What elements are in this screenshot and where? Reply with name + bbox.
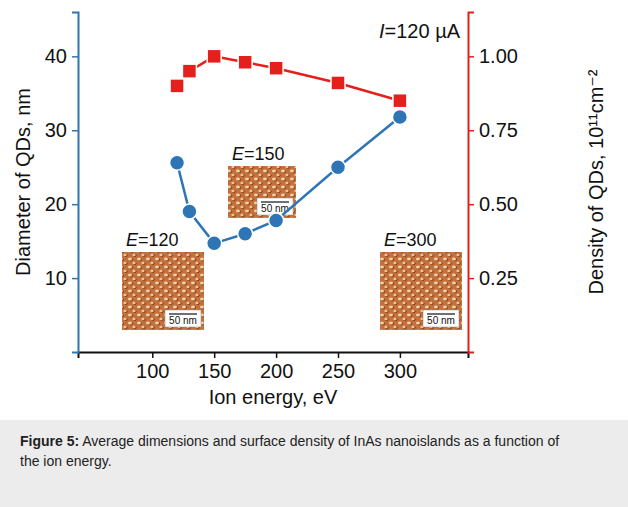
scale-label: 50 nm [427, 315, 455, 326]
chart: 100 150 200 250 300 10 20 30 40 0.25 0.50 0.75 1.00 I… [0, 0, 628, 507]
y-axis-line [72, 13, 79, 353]
tick-label: 30 [45, 119, 67, 141]
y-axis-tick: 30 [45, 119, 78, 141]
tick-mark [468, 204, 474, 206]
tick-label: 20 [45, 193, 67, 215]
scale-box [165, 310, 201, 327]
tick-mark [152, 352, 154, 358]
x-axis: 100 150 200 250 300 [79, 352, 469, 382]
x-axis-tick: 300 [384, 352, 417, 382]
tick-mark [468, 56, 474, 58]
x-axis-tick: 250 [322, 352, 355, 382]
x-axis-title: Ion energy, eV [209, 386, 338, 408]
tick-mark [276, 352, 278, 358]
tick-mark [400, 352, 402, 358]
tick-label: 0.25 [479, 267, 518, 289]
x-axis-tick: 100 [136, 352, 169, 382]
inset-image [228, 166, 296, 218]
tick-mark [468, 278, 474, 280]
tick-mark [72, 278, 78, 280]
y2-axis-tick: 0.25 [468, 267, 518, 289]
plot-area [170, 49, 408, 251]
y2-axis-tick: 0.75 [468, 119, 518, 141]
tick-label: 100 [136, 360, 169, 382]
tick-mark [72, 130, 78, 132]
scale-label: 50 nm [169, 315, 197, 326]
inset: E=120 50 nm [122, 230, 204, 330]
data-point [269, 213, 284, 228]
y-axis-tick: 40 [45, 45, 78, 67]
inset-label: E=150 [232, 144, 285, 164]
tick-label: 250 [322, 360, 355, 382]
inset-image [122, 252, 204, 330]
data-point [182, 204, 197, 219]
inset-label: E=300 [384, 230, 437, 250]
data-point [207, 236, 222, 251]
caption: Figure 5: Average dimensions and surface… [20, 433, 559, 469]
inset-image-texture [228, 166, 296, 218]
data-point [238, 226, 253, 241]
y-axis-tick: 10 [45, 267, 78, 289]
x-axis-tick: 150 [198, 352, 231, 382]
data-point [331, 160, 346, 175]
inset-image-texture [380, 252, 462, 330]
tick-mark [214, 352, 216, 358]
data-point [170, 155, 185, 170]
inset-image-texture [122, 252, 204, 330]
data-point [269, 61, 283, 75]
data-point [238, 55, 252, 69]
tick-label: 0.50 [479, 193, 518, 215]
y2-axis-tick: 1.00 [468, 45, 518, 67]
tick-mark [468, 130, 474, 132]
tick-label: 200 [260, 360, 293, 382]
y-axis-title: Diameter of QDs, nm [12, 88, 34, 276]
annotation: I=120 µA [379, 20, 461, 42]
tick-mark [72, 204, 78, 206]
tick-label: 1.00 [479, 45, 518, 67]
data-point [392, 109, 407, 124]
data-point [207, 49, 221, 63]
inset-label: E=120 [126, 230, 179, 250]
x-axis-line [79, 353, 469, 359]
tick-label: 40 [45, 45, 67, 67]
y2-axis-title: Density of QDs, 10¹¹cm⁻² [585, 69, 607, 294]
inset: E=300 50 nm [380, 230, 462, 330]
data-point [170, 79, 184, 93]
tick-mark [338, 352, 340, 358]
tick-label: 10 [45, 267, 67, 289]
caption-background [0, 420, 628, 507]
y2-axis-tick: 0.50 [468, 193, 518, 215]
y2-axis: 0.25 0.50 0.75 1.00 [468, 13, 518, 353]
y-axis-tick: 20 [45, 193, 78, 215]
inset-image [380, 252, 462, 330]
tick-mark [72, 56, 78, 58]
inset: E=15050 nm [228, 144, 296, 218]
data-point [393, 94, 407, 108]
tick-label: 300 [384, 360, 417, 382]
y-axis: 10 20 30 40 [45, 13, 79, 353]
data-point [331, 76, 345, 90]
scale-box [423, 310, 459, 327]
tick-label: 150 [198, 360, 231, 382]
x-axis-tick: 200 [260, 352, 293, 382]
data-point [182, 64, 196, 78]
tick-label: 0.75 [479, 119, 518, 141]
series-line [177, 117, 400, 243]
y2-axis-line [469, 13, 475, 353]
